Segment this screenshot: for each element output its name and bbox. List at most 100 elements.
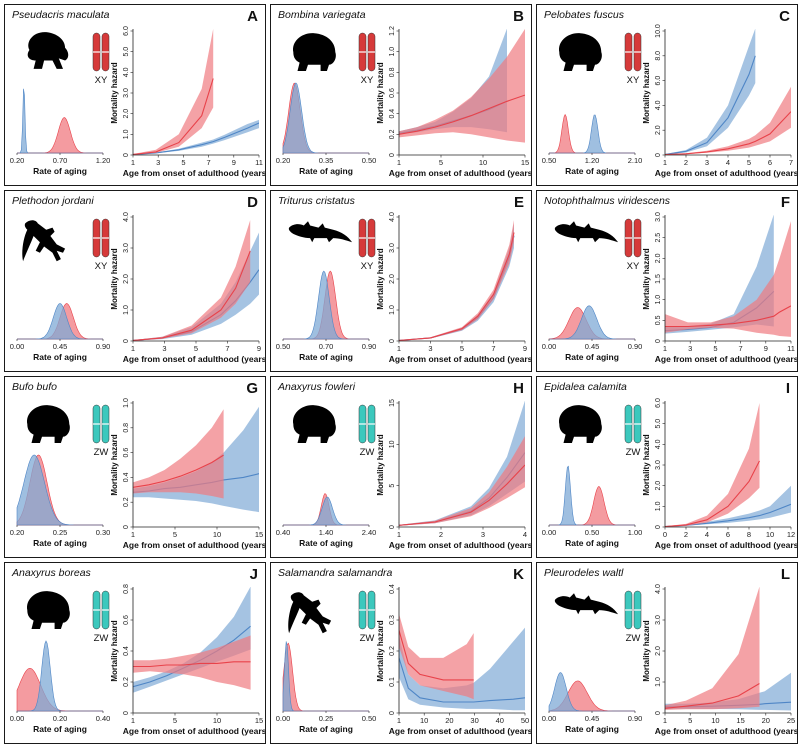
newt-silhouette-icon [288,221,353,243]
species-name: Pleurodeles waltl [544,567,624,579]
male-distribution [16,454,103,526]
newt-silhouette-icon [554,221,619,243]
species-name: Plethodon jordani [12,195,94,207]
dist-tick-label: 0.50 [362,156,377,165]
haz-y-tick-label: 5 [389,484,396,488]
hazard-bands [399,401,525,526]
haz-x-tick-label: 1 [131,158,135,167]
haz-y-tick-label: 0 [123,339,130,343]
chromosome-label: ZW [626,447,641,458]
haz-x-tick-label: 10 [479,158,487,167]
haz-y-tick-label: 0 [655,525,662,529]
haz-xlabel: Age from onset of adulthood (years) [655,354,798,364]
haz-y-tick-label: 0 [123,525,130,529]
panel-letter: E [513,194,524,211]
toad-body [293,405,336,443]
female-distribution [17,117,103,154]
dist-tick-label: 0.50 [276,342,291,351]
dist-tick-label: 0.35 [319,156,334,165]
haz-ylabel: Mortality hazard [642,434,651,495]
panel-j: Anaxyrus boreas J ZW 0.00 0.20 0.40 Rate of ag… [4,562,266,744]
female-hazard-line [133,661,251,668]
dist-tick-label: 0.20 [53,714,68,723]
rate-distribution: 0.40 1.40 2.40 Rate of aging [276,493,376,548]
dist-tick-label: 0.00 [542,528,557,537]
panel-i: Epidalea calamita I ZW 0.00 0.50 1.00 Rate of … [536,376,798,558]
haz-x-tick-label: 6 [726,530,730,539]
male-distribution [17,640,103,712]
haz-y-tick-label: 0 [123,711,130,715]
newt-silhouette-icon [554,593,619,615]
toad-body [27,405,70,443]
chromosome-label: ZW [626,633,641,644]
haz-xlabel: Age from onset of adulthood (years) [123,726,266,736]
haz-y-tick-label: 2.0 [123,109,130,119]
haz-x-tick-label: 15 [255,530,263,539]
haz-x-tick-label: 7 [225,344,229,353]
haz-x-tick-label: 1 [397,158,401,167]
dist-tick-label: 1.40 [319,528,334,537]
female-credible-band [399,220,514,341]
haz-x-tick-label: 15 [255,716,263,725]
haz-y-tick-label: 6.0 [655,76,662,86]
female-hazard-line [665,683,760,709]
haz-x-tick-label: 2 [684,158,688,167]
haz-x-tick-label: 3 [481,530,485,539]
haz-y-tick-label: 0.6 [123,448,130,458]
dist-tick-label: 0.70 [319,342,334,351]
haz-y-tick-label: 0.8 [389,67,396,77]
newt-body [288,221,353,243]
haz-y-tick-label: 3.0 [389,243,396,253]
species-name: Bombina variegata [278,9,366,21]
panel-b: Bombina variegata B XY 0.20 0.35 0.50 Rate of … [270,4,532,186]
species-name: Triturus cristatus [278,195,355,207]
haz-x-tick-label: 9 [764,344,768,353]
rate-distribution: 0.00 0.45 0.90 Rate of aging [10,303,110,362]
haz-x-tick-label: 7 [207,158,211,167]
haz-y-tick-label: 0 [389,153,396,157]
dist-tick-label: 0.50 [542,156,557,165]
panel-svg: XY 0.00 0.45 0.90 Rate of aging 1 3 5 7 9 0 1.0 2.0 3… [10,212,265,364]
haz-x-tick-label: 8 [747,530,751,539]
haz-ylabel: Mortality hazard [110,248,119,309]
chromosome-icon [92,32,110,72]
chromosome-icon [92,218,110,258]
species-name: Notophthalmus viridescens [544,195,671,207]
toad-silhouette-icon [559,405,602,443]
male-distribution [549,305,635,340]
female-credible-band [399,436,525,526]
panel-a: Pseudacris maculata A XY 0.20 0.70 1.20 Rate o… [4,4,266,186]
haz-x-tick-label: 3 [156,158,160,167]
species-name: Anaxyrus boreas [12,567,91,579]
dist-tick-label: 0.00 [10,714,25,723]
haz-y-tick-label: 6.0 [655,398,662,408]
female-hazard-line [665,305,791,328]
haz-xlabel: Age from onset of adulthood (years) [655,726,798,736]
haz-x-tick-label: 20 [762,716,770,725]
haz-y-tick-label: 4.0 [123,67,130,77]
haz-y-tick-label: 10 [389,440,396,448]
hazard-plot: 1 3 5 7 9 0 1.0 2.0 3.0 4.0 Age from onset of adul… [110,212,265,364]
haz-x-tick-label: 1 [397,344,401,353]
haz-ylabel: Mortality hazard [642,248,651,309]
female-hazard-line [665,111,791,155]
haz-x-tick-label: 3 [162,344,166,353]
haz-x-tick-label: 5 [439,158,443,167]
hazard-bands [133,406,259,513]
chromosome-label: XY [95,75,108,86]
haz-x-tick-label: 1 [131,530,135,539]
chromosome-label: XY [361,75,374,86]
haz-y-tick-label: 10.0 [655,24,662,38]
toad-silhouette-icon [293,33,336,71]
haz-x-tick-label: 1 [397,716,401,725]
haz-y-tick-label: 3.0 [655,212,662,222]
haz-y-tick-label: 6.0 [123,26,130,36]
male-hazard-line [665,55,756,155]
haz-y-tick-label: 0.6 [123,615,130,625]
rate-distribution: 0.00 0.45 0.90 Rate of aging [542,672,642,734]
haz-x-tick-label: 0 [663,530,667,539]
hazard-plot: 1 2 3 4 5 6 7 0 2.0 4.0 6.0 8.0 10.0 Age from onset o… [642,24,797,178]
rate-distribution: 0.20 0.70 1.20 Rate of aging [10,88,110,176]
haz-xlabel: Age from onset of adulthood (years) [655,540,798,550]
